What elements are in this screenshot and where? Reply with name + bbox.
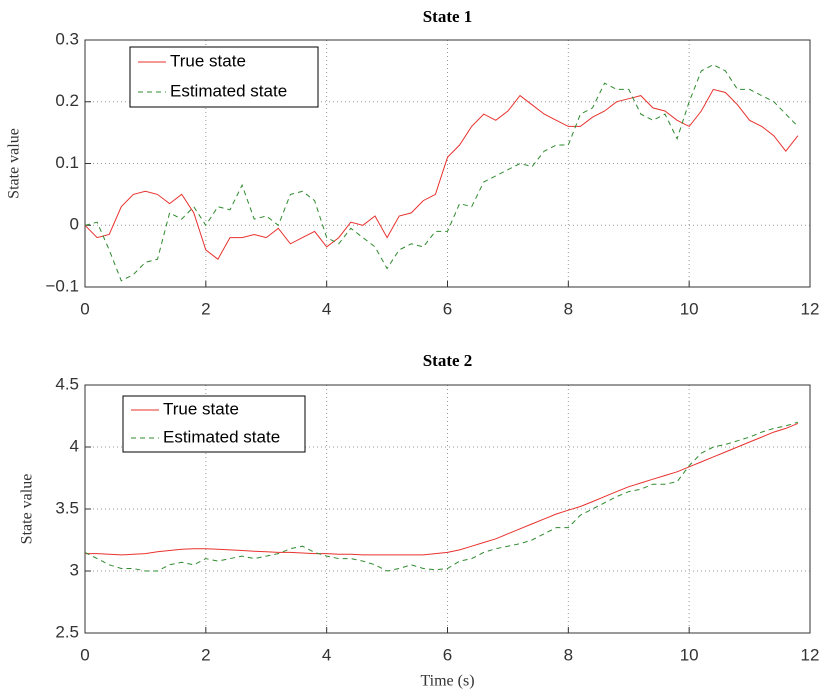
y-tick-label: 0.2	[55, 91, 79, 110]
y-tick-label: 0.3	[55, 29, 79, 48]
y-tick-label: 3.5	[55, 498, 79, 517]
y-tick-label: −0.1	[45, 276, 79, 295]
plot-frame	[84, 384, 811, 634]
x-tick-label: 6	[443, 299, 452, 318]
x-tick-label: 12	[801, 299, 820, 318]
legend-label: True state	[163, 399, 239, 418]
chart-title: State 1	[423, 7, 473, 26]
series-line	[85, 422, 799, 556]
x-tick-label: 10	[680, 645, 699, 664]
x-tick-label: 10	[680, 299, 699, 318]
x-tick-label: 6	[443, 645, 452, 664]
legend-label: True state	[170, 51, 246, 70]
x-tick-label: 0	[80, 299, 89, 318]
legend-box	[122, 395, 306, 453]
y-tick-label: 0	[70, 215, 79, 234]
x-tick-label: 8	[564, 645, 573, 664]
legend-label: Estimated state	[170, 81, 287, 100]
x-tick-label: 12	[801, 645, 820, 664]
series-line	[84, 421, 799, 572]
x-tick-label: 0	[80, 645, 89, 664]
x-axis-label: Time (s)	[420, 673, 474, 690]
y-axis-label: State value	[19, 474, 36, 545]
series-line	[84, 88, 799, 260]
x-tick-label: 4	[322, 299, 331, 318]
y-tick-label: 2.5	[55, 622, 79, 641]
x-tick-label: 4	[322, 645, 331, 664]
legend-box	[129, 46, 319, 108]
plot-frame	[84, 39, 811, 288]
series-line	[84, 64, 799, 282]
x-tick-label: 8	[564, 299, 573, 318]
y-tick-label: 4	[70, 436, 79, 455]
x-tick-label: 2	[201, 645, 210, 664]
legend-label: Estimated state	[163, 427, 280, 446]
y-tick-label: 3	[70, 560, 79, 579]
x-tick-label: 2	[201, 299, 210, 318]
chart-title: State 2	[423, 351, 473, 370]
y-axis-label: State value	[6, 128, 23, 199]
y-tick-label: 4.5	[55, 374, 79, 393]
y-tick-label: 0.1	[55, 153, 79, 172]
